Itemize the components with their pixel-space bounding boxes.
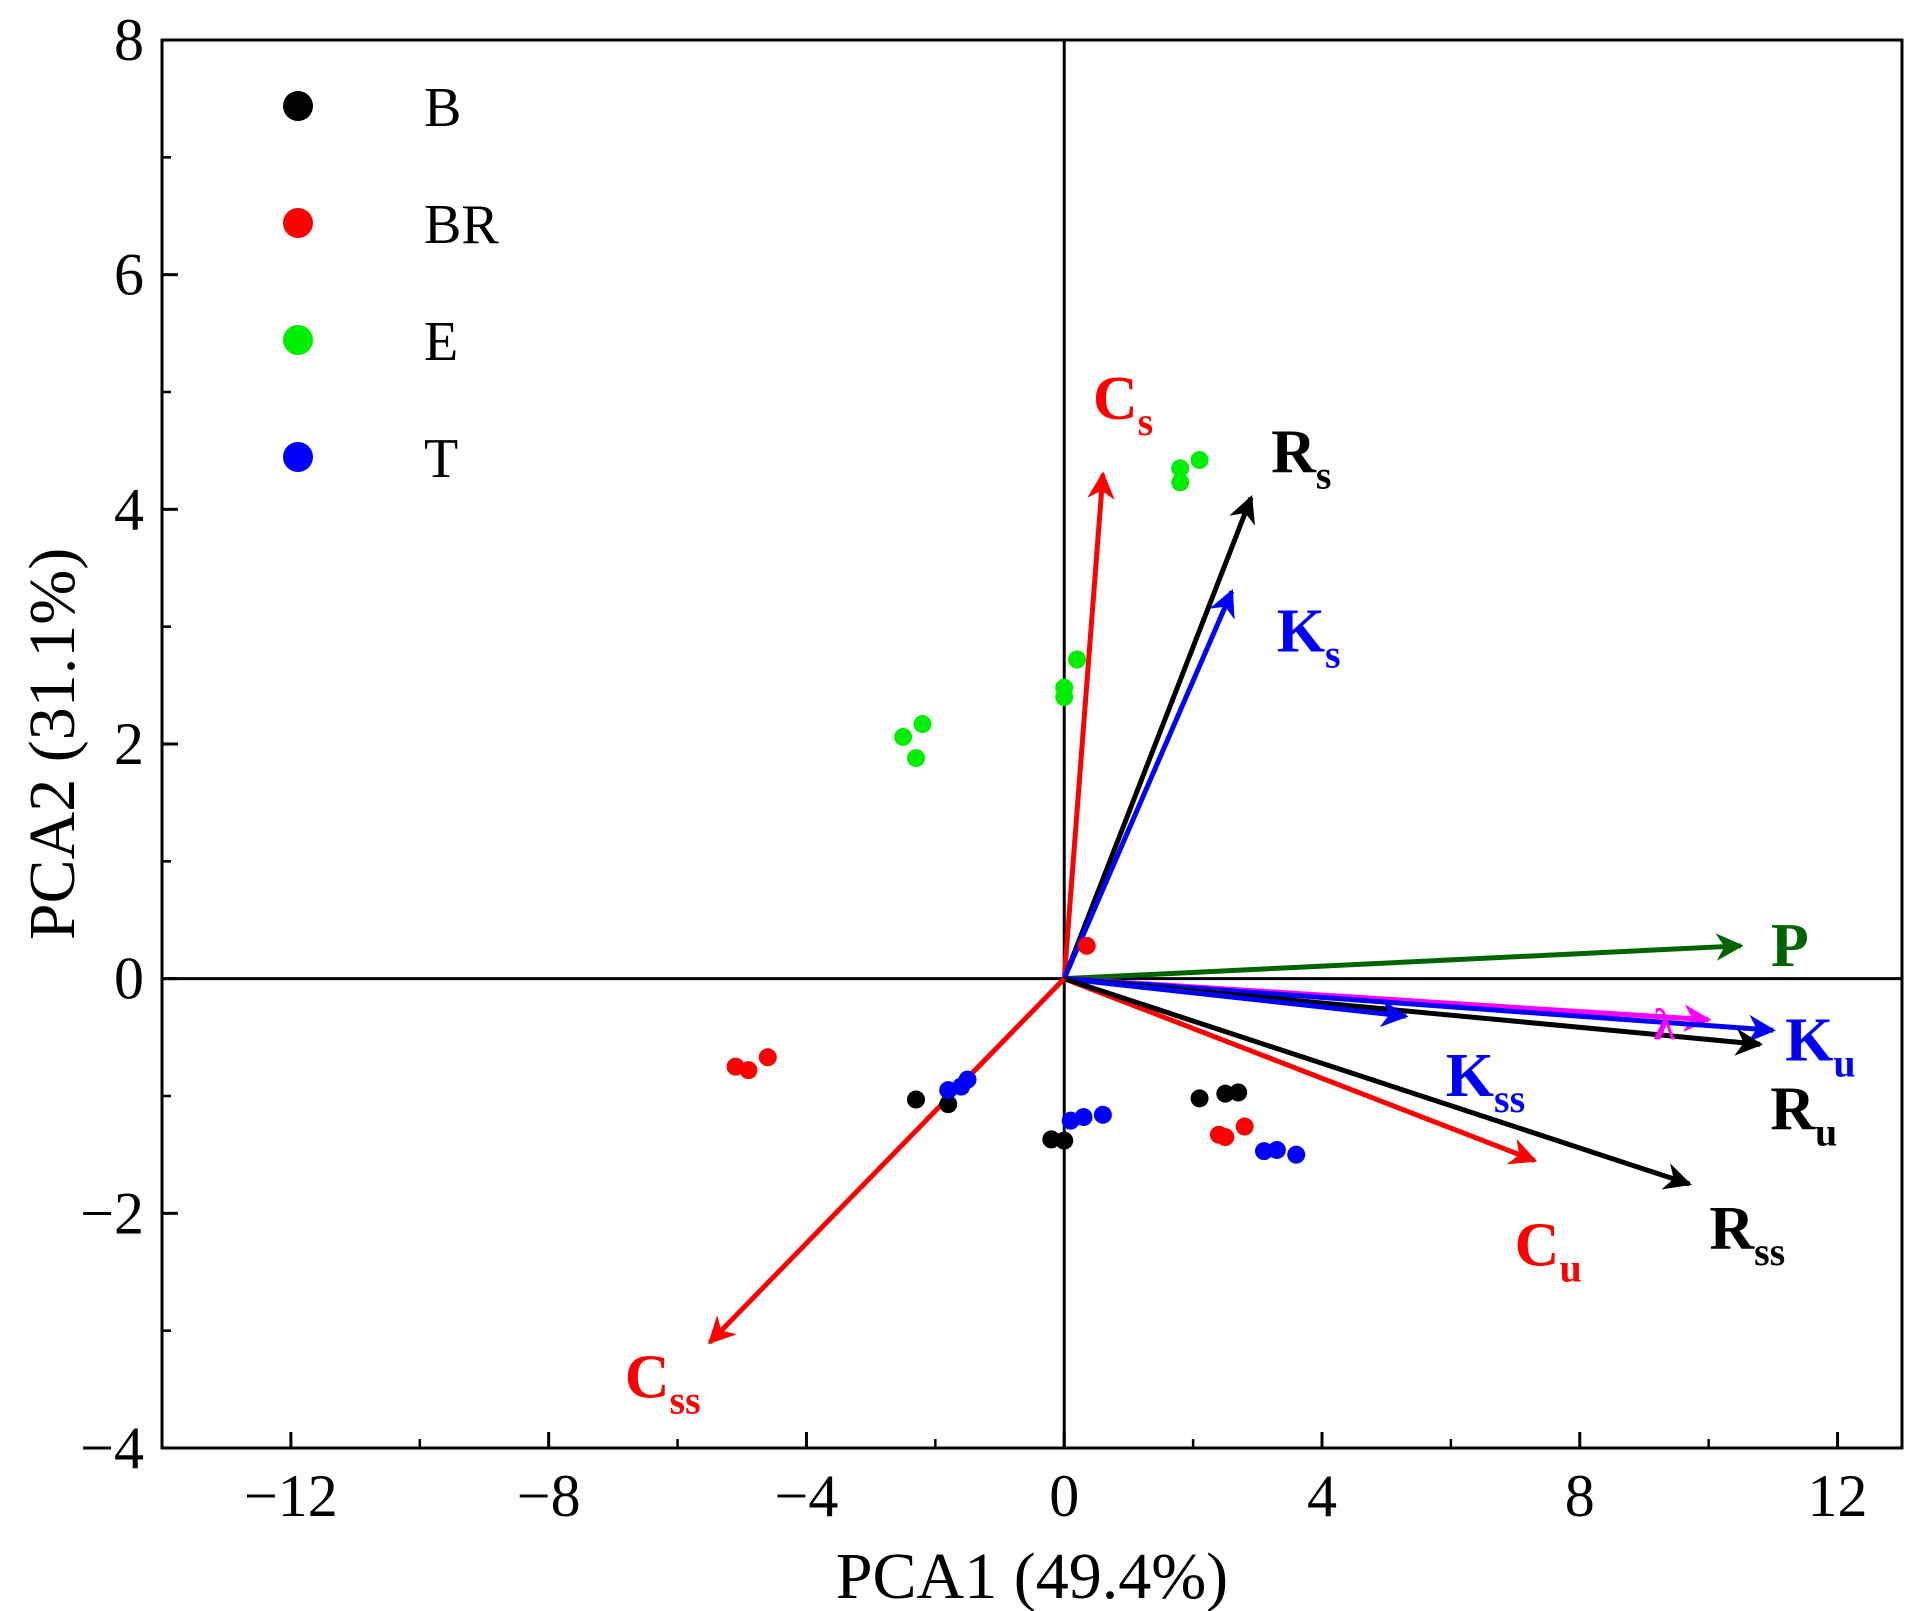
loading-label-css: Css <box>625 1343 701 1422</box>
point-e <box>1055 678 1074 697</box>
y-tick-label: −4 <box>80 1415 144 1481</box>
legend-label-t: T <box>424 428 458 490</box>
loading-arrow-rss <box>1063 976 1692 1190</box>
y-axis-title: PCA2 (31.1%) <box>16 548 89 940</box>
legend-marker-br <box>283 208 313 238</box>
x-axis-title: PCA1 (49.4%) <box>836 1540 1228 1611</box>
score-points <box>726 451 1306 1164</box>
point-e <box>1171 473 1190 492</box>
point-b <box>907 1090 925 1109</box>
y-tick-label: −2 <box>80 1180 144 1246</box>
x-tick-label: −8 <box>517 1463 581 1529</box>
loading-label-kss: Kss <box>1446 1042 1525 1121</box>
y-tick-label: 6 <box>114 242 144 308</box>
legend-label-br: BR <box>424 194 499 256</box>
loading-label-ru: Ru <box>1770 1075 1837 1154</box>
point-e <box>1190 451 1209 470</box>
x-tick-label: −12 <box>244 1463 338 1529</box>
legend-label-e: E <box>424 311 458 373</box>
loading-arrow-rs <box>1061 495 1255 980</box>
point-b <box>1216 1084 1235 1103</box>
loading-arrow-cu <box>1063 976 1538 1165</box>
point-br <box>758 1048 777 1067</box>
x-tick-label: 4 <box>1307 1463 1337 1529</box>
x-tick-label: 12 <box>1808 1463 1868 1529</box>
point-t <box>1074 1108 1093 1127</box>
loading-label-p: P <box>1771 912 1809 980</box>
point-e <box>894 727 913 746</box>
loading-label-rs: Rs <box>1271 419 1331 498</box>
point-br <box>739 1061 758 1080</box>
loading-label-λ: λ <box>1654 1001 1676 1050</box>
loading-label-rss: Rss <box>1709 1195 1785 1274</box>
point-br <box>1216 1128 1235 1147</box>
legend: B BR ET <box>283 77 499 490</box>
point-br <box>1235 1117 1254 1136</box>
x-tick-label: 8 <box>1565 1463 1595 1529</box>
legend-marker-b <box>283 91 313 121</box>
point-br <box>1077 936 1096 955</box>
legend-label-b: B <box>424 77 461 139</box>
point-e <box>1068 650 1087 669</box>
loading-arrow-css <box>707 976 1067 1345</box>
y-tick-label: 2 <box>114 711 144 777</box>
loading-arrow-ku <box>1064 976 1776 1043</box>
legend-marker-e <box>283 325 313 355</box>
x-tick-label: 0 <box>1049 1463 1079 1529</box>
point-b <box>1229 1083 1248 1102</box>
loading-label-ku: Ku <box>1785 1006 1855 1085</box>
point-t <box>1287 1145 1306 1164</box>
loading-label-ks: Ks <box>1277 597 1341 676</box>
point-b <box>1190 1089 1209 1108</box>
point-b <box>939 1095 958 1114</box>
point-e <box>907 749 925 768</box>
legend-marker-t <box>283 442 313 472</box>
point-t <box>1267 1140 1286 1159</box>
loading-label-cu: Cu <box>1515 1212 1582 1291</box>
y-tick-label: 0 <box>114 946 144 1012</box>
loading-vectors <box>707 471 1776 1345</box>
point-t <box>1093 1105 1112 1124</box>
x-tick-label: −4 <box>775 1463 839 1529</box>
point-b <box>1042 1130 1061 1149</box>
loading-arrow-cs <box>1061 471 1115 979</box>
plot-frame <box>160 38 1904 1450</box>
loading-arrow-ks <box>1061 588 1235 980</box>
point-e <box>1171 459 1190 478</box>
loading-arrow-kss <box>1063 976 1409 1028</box>
point-t <box>958 1070 977 1089</box>
point-b <box>1055 1131 1074 1150</box>
y-tick-label: 8 <box>114 7 144 73</box>
point-t <box>1255 1142 1273 1161</box>
zero-lines <box>162 40 1902 1448</box>
loading-arrow-p <box>1064 933 1744 982</box>
loading-label-cs: Cs <box>1093 365 1153 444</box>
axis-ticks: −12 −8 −4 0 4 8 12 −4 −2 0 2 4 6 8 <box>80 7 1867 1529</box>
y-tick-label: 4 <box>114 476 144 542</box>
point-e <box>913 715 932 734</box>
